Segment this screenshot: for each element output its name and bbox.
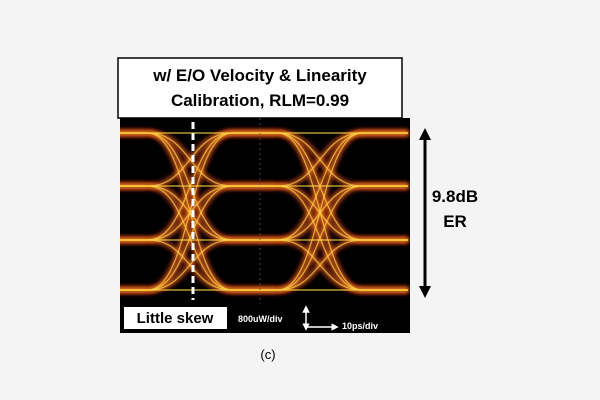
eye-trace: [147, 132, 278, 291]
caption: (c): [260, 347, 275, 362]
title-line: Calibration, RLM=0.99: [171, 91, 349, 110]
eye-trace: [277, 185, 408, 291]
eye-trace: [147, 239, 278, 291]
eye-trace: [277, 239, 408, 291]
eye-trace: [277, 132, 408, 291]
title-line: w/ E/O Velocity & Linearity: [152, 66, 367, 85]
er-text: ER: [443, 212, 467, 231]
vertical-scale: 800uW/div: [238, 314, 283, 324]
skew-label: Little skew: [137, 310, 214, 327]
eye-background: [120, 118, 410, 333]
eye-trace: [277, 185, 408, 291]
title-box: [117, 57, 403, 119]
skew-label-box: [124, 307, 227, 329]
eye-trace: [277, 132, 408, 241]
eye-trace: [277, 132, 408, 291]
er-text: 9.8dB: [432, 187, 478, 206]
horizontal-scale: 10ps/div: [342, 321, 378, 331]
